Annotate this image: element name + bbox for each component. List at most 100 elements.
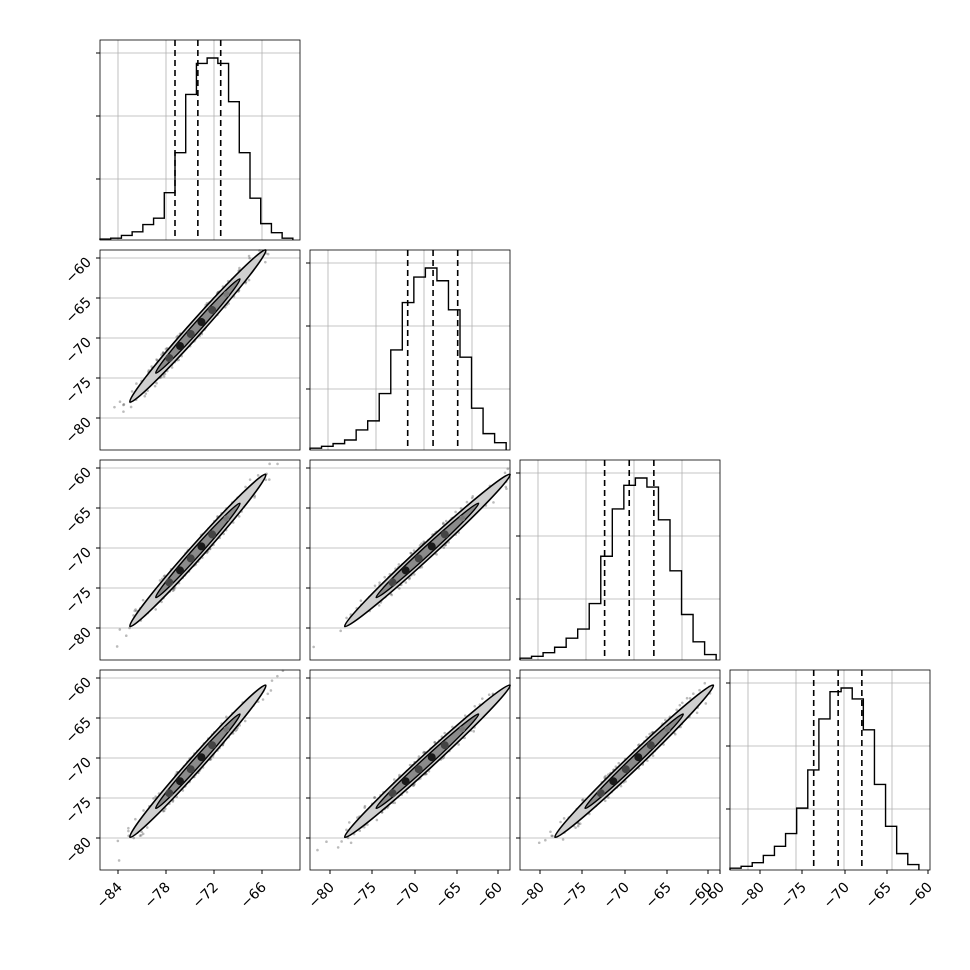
scatter-point bbox=[155, 358, 158, 361]
scatter-point bbox=[559, 820, 562, 824]
density-peak bbox=[427, 753, 436, 762]
scatter-point bbox=[704, 702, 708, 705]
density-peak bbox=[223, 291, 230, 297]
x-tick-label: −70 bbox=[391, 880, 423, 912]
scatter-point bbox=[345, 616, 348, 620]
scatter-point bbox=[268, 462, 271, 466]
density-peak bbox=[176, 566, 184, 575]
scatter-point bbox=[270, 679, 274, 682]
scatter-point bbox=[268, 478, 271, 481]
scatter-point bbox=[551, 834, 554, 838]
scatter-point bbox=[373, 584, 377, 588]
scatter-point bbox=[581, 798, 585, 801]
x-tick-label: −75 bbox=[558, 880, 590, 912]
scatter-point bbox=[113, 405, 116, 409]
scatter-point bbox=[143, 394, 147, 398]
scatter-point bbox=[142, 809, 145, 812]
scatter-point bbox=[362, 825, 366, 829]
density-peak bbox=[176, 777, 184, 786]
scatter-point bbox=[266, 252, 270, 256]
histogram-line bbox=[99, 57, 294, 240]
scatter-point bbox=[256, 474, 260, 477]
scatter-point bbox=[154, 795, 157, 799]
scatter-point bbox=[459, 507, 463, 510]
scatter-point bbox=[130, 390, 134, 393]
scatter-point bbox=[397, 563, 401, 566]
scatter-point bbox=[392, 778, 396, 781]
scatter-point bbox=[481, 697, 484, 700]
scatter-point bbox=[145, 826, 149, 829]
density-peak bbox=[634, 753, 643, 762]
y-tick-label: −70 bbox=[63, 335, 95, 367]
scatter-point bbox=[393, 801, 397, 805]
density-peak bbox=[208, 306, 217, 314]
scatter-point bbox=[264, 260, 267, 264]
scatter-point bbox=[505, 487, 508, 491]
density-peak bbox=[440, 530, 449, 539]
scatter-point bbox=[574, 826, 577, 829]
density-peak bbox=[401, 566, 410, 575]
scatter-point bbox=[162, 351, 165, 354]
y-tick-label: −60 bbox=[63, 465, 95, 497]
scatter-point bbox=[358, 829, 362, 833]
x-tick-label: −80 bbox=[516, 880, 548, 912]
density-peak bbox=[208, 741, 217, 750]
scatter-point bbox=[225, 715, 228, 719]
panel-frame bbox=[99, 669, 301, 871]
x-tick-label: −65 bbox=[433, 880, 465, 912]
scatter-point bbox=[648, 732, 651, 736]
scatter-point bbox=[164, 347, 168, 351]
scatter-point bbox=[171, 589, 175, 593]
scatter-point bbox=[134, 817, 137, 821]
x-tick-label: −84 bbox=[94, 879, 126, 911]
scatter-point bbox=[688, 697, 692, 700]
histogram-panel-1 bbox=[306, 249, 511, 451]
scatter-point bbox=[244, 485, 247, 489]
y-tick-label: −75 bbox=[63, 375, 95, 407]
y-tick-labels: −60 −65 −70 −75 −80 −60 −65 −70 −75 −80 −60 −65 −70 −… bbox=[63, 255, 95, 867]
scatter-point bbox=[138, 834, 142, 837]
scatter-point bbox=[162, 809, 166, 813]
x-tick-label: −65 bbox=[863, 880, 895, 912]
scatter-point bbox=[144, 392, 148, 395]
contour-inner bbox=[154, 278, 241, 374]
scatter-point bbox=[243, 719, 247, 723]
scatter-point bbox=[340, 840, 343, 843]
scatter-point bbox=[170, 366, 174, 369]
density-peak bbox=[223, 726, 230, 733]
scatter-point bbox=[141, 832, 145, 836]
scatter-point bbox=[325, 840, 328, 844]
y-tick-label: −60 bbox=[63, 675, 95, 707]
scatter-point bbox=[266, 692, 270, 696]
panel-frame bbox=[519, 669, 721, 871]
scatter-point bbox=[248, 478, 252, 481]
density-panel-2-0 bbox=[96, 459, 301, 661]
density-panel-3-1 bbox=[306, 669, 511, 871]
scatter-point bbox=[614, 765, 618, 768]
scatter-point bbox=[150, 365, 153, 368]
y-tick-label: −70 bbox=[63, 545, 95, 577]
scatter-point bbox=[537, 841, 541, 845]
density-peak bbox=[186, 330, 195, 338]
scatter-point bbox=[578, 822, 582, 826]
scatter-point bbox=[604, 774, 607, 778]
panel-frame bbox=[309, 459, 511, 661]
density-panel-1-0 bbox=[96, 249, 301, 451]
scatter-point bbox=[375, 818, 379, 822]
x-tick-label: −78 bbox=[142, 880, 174, 912]
y-tick-label: −60 bbox=[63, 255, 95, 287]
y-tick-label: −75 bbox=[63, 585, 95, 617]
scatter-point bbox=[506, 467, 510, 471]
scatter-point bbox=[238, 266, 241, 270]
histogram-panel-3 bbox=[726, 669, 931, 871]
scatter-point bbox=[504, 485, 508, 489]
scatter-point bbox=[172, 588, 176, 591]
x-tick-label: −70 bbox=[601, 880, 633, 912]
scatter-point bbox=[118, 400, 122, 404]
scatter-point bbox=[685, 696, 689, 700]
density-peak bbox=[388, 578, 397, 587]
scatter-point bbox=[577, 822, 581, 826]
scatter-point bbox=[454, 510, 457, 514]
scatter-point bbox=[359, 599, 363, 602]
scatter-point bbox=[139, 834, 143, 837]
